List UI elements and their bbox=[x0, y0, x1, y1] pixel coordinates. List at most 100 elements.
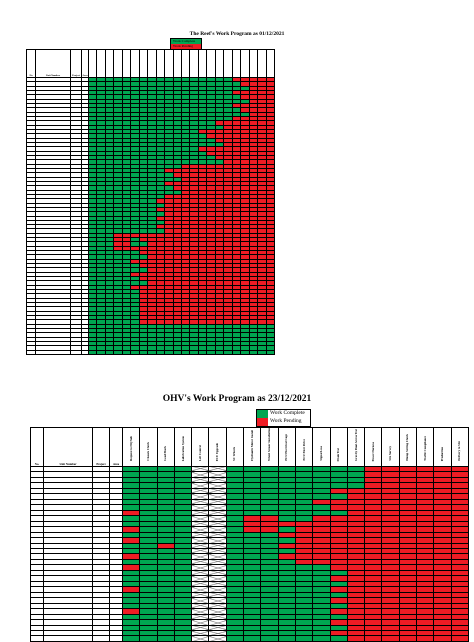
reef-status-cell bbox=[121, 349, 132, 356]
table-row bbox=[30, 575, 469, 582]
ohv-status-cell bbox=[312, 635, 331, 642]
reef-status-cell bbox=[214, 349, 225, 356]
table-row bbox=[26, 89, 275, 96]
reef-work-table: No Unit Number Project Area bbox=[26, 49, 275, 356]
table-row bbox=[26, 107, 275, 113]
ohv-task-header-label: Hydraulic Motor Install bbox=[249, 430, 254, 461]
ohv-task-header: Request to HQ/Sub bbox=[121, 427, 141, 467]
table-row bbox=[26, 263, 275, 269]
reef-status-cell bbox=[265, 349, 275, 356]
ohv-header-no-label: No. bbox=[34, 461, 40, 466]
ohv-task-header-label: Wheel Sensor Installation bbox=[267, 428, 272, 461]
reef-header-area-label: Area bbox=[82, 73, 88, 77]
ohv-header-no: No. bbox=[30, 427, 44, 467]
reef-info-cell bbox=[35, 349, 71, 356]
reef-status-cell bbox=[189, 349, 199, 356]
ohv-task-header: Production bbox=[433, 427, 452, 467]
reef-status-cell bbox=[206, 349, 216, 356]
ohv-task-header-label: Production bbox=[439, 446, 444, 461]
reef-status-cell bbox=[180, 349, 191, 356]
ohv-legend-complete-label: Work Complete bbox=[270, 410, 305, 417]
ohv-task-header-label: Dump Setting Check bbox=[405, 434, 410, 461]
table-row bbox=[26, 159, 275, 165]
table-row bbox=[26, 102, 275, 109]
table-row bbox=[26, 336, 275, 343]
ohv-status-cell bbox=[139, 635, 158, 642]
table-row bbox=[26, 310, 275, 317]
ohv-header-project: Project bbox=[92, 427, 110, 467]
ohv-legend-pending: Work Pending bbox=[257, 418, 310, 426]
table-row bbox=[26, 141, 275, 148]
reef-status-cell bbox=[130, 349, 140, 356]
ohv-info-cell bbox=[92, 635, 110, 642]
reef-task-header bbox=[257, 49, 267, 78]
table-row bbox=[26, 98, 275, 105]
ohv-task-header: ECU Electrical Cage bbox=[277, 427, 296, 467]
table-row bbox=[30, 586, 469, 593]
table-row bbox=[26, 85, 275, 92]
reef-task-header bbox=[231, 49, 242, 78]
ohv-legend-pending-label: Work Pending bbox=[270, 418, 302, 425]
table-row bbox=[26, 81, 275, 87]
ohv-status-cell bbox=[243, 635, 262, 642]
table-row bbox=[30, 547, 469, 555]
ohv-status-cell bbox=[329, 635, 348, 642]
table-row bbox=[26, 237, 275, 243]
reef-legend-pending: Work Pending bbox=[171, 44, 201, 49]
ohv-status-cell bbox=[398, 635, 418, 642]
reef-status-cell bbox=[96, 349, 106, 356]
table-row bbox=[26, 306, 275, 312]
table-row bbox=[30, 471, 469, 478]
table-row bbox=[30, 597, 469, 604]
table-row bbox=[26, 163, 275, 169]
ohv-status-cell bbox=[173, 635, 193, 642]
reef-status-cell bbox=[113, 349, 123, 356]
reef-legend-complete: Work Complete bbox=[171, 39, 201, 44]
ohv-task-header: Site Survey bbox=[381, 427, 400, 467]
ohv-task-header-label: Drain Test bbox=[336, 447, 341, 461]
reef-legend-complete-label: Work Complete bbox=[173, 38, 196, 43]
reef-task-header bbox=[147, 49, 157, 78]
reef-legend-pending-swatch bbox=[171, 44, 201, 49]
reef-task-header bbox=[104, 49, 115, 78]
table-row bbox=[26, 284, 275, 291]
reef-task-header bbox=[189, 49, 199, 78]
ohv-status-cell bbox=[121, 635, 141, 642]
ohv-status-cell bbox=[433, 635, 452, 642]
ohv-info-cell bbox=[30, 635, 44, 642]
reef-info-cell bbox=[70, 349, 82, 356]
ohv-sheet-title: OHV's Work Program as 23/12/2021 bbox=[162, 394, 312, 404]
ohv-task-header: ECU Elect Drive bbox=[294, 427, 314, 467]
reef-task-header bbox=[130, 49, 140, 78]
reef-header-unit-label: Unit Number bbox=[45, 73, 61, 77]
ohv-task-header: Delivery to Site bbox=[450, 427, 469, 467]
ohv-task-header: SC Wheels bbox=[225, 427, 245, 467]
ohv-status-cell bbox=[191, 635, 210, 642]
ohv-status-cell bbox=[260, 635, 279, 642]
table-row bbox=[30, 619, 469, 626]
table-row bbox=[30, 580, 469, 588]
table-row bbox=[26, 232, 275, 239]
ohv-task-header: Traffic Compliance bbox=[416, 427, 435, 467]
reef-status-cell bbox=[240, 349, 250, 356]
ohv-task-header-label: Signal Loss bbox=[318, 446, 323, 461]
table-row bbox=[30, 624, 469, 632]
reef-info-cell bbox=[81, 349, 89, 356]
ohv-status-cell bbox=[225, 635, 245, 642]
reef-status-cell bbox=[197, 349, 208, 356]
ohv-header-area: Area bbox=[109, 427, 123, 467]
table-row bbox=[26, 280, 275, 286]
table-row bbox=[26, 176, 275, 182]
ohv-task-header: Lubrication System bbox=[173, 427, 193, 467]
reef-task-header bbox=[138, 49, 149, 78]
reef-header-area: Area bbox=[81, 49, 89, 78]
ohv-info-cell bbox=[43, 635, 93, 642]
ohv-task-header-label: ECU Upgrade bbox=[215, 442, 220, 461]
ohv-status-cell bbox=[277, 635, 296, 642]
reef-task-header bbox=[206, 49, 216, 78]
reef-header-no-label: No bbox=[29, 73, 33, 77]
reef-task-header bbox=[248, 49, 259, 78]
ohv-task-header: Signal Loss bbox=[312, 427, 331, 467]
table-row bbox=[26, 332, 275, 338]
reef-status-cell bbox=[248, 349, 259, 356]
